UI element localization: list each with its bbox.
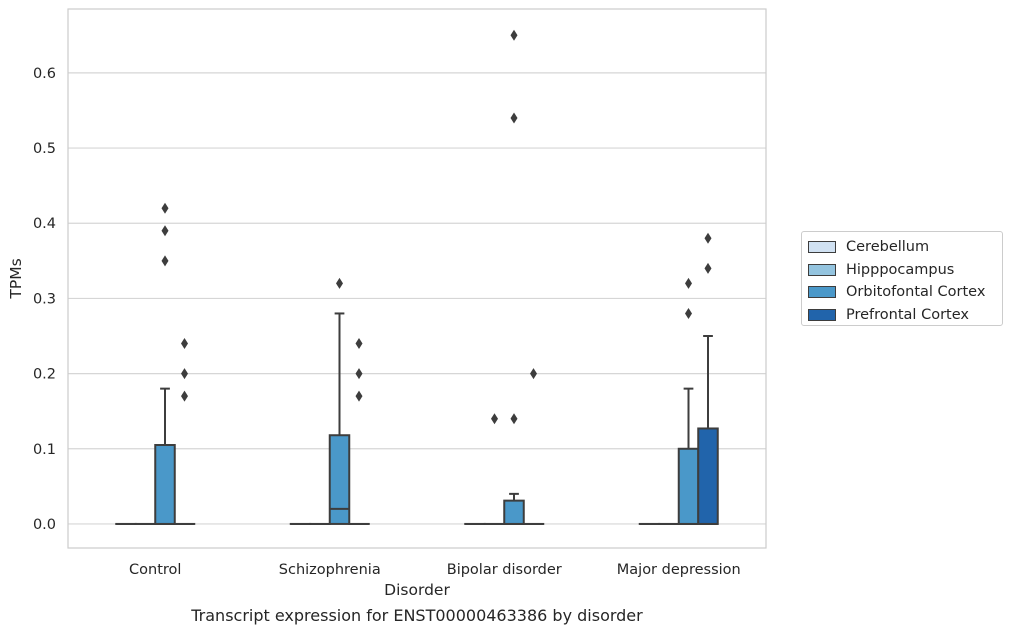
legend-swatch: [808, 241, 836, 254]
box: [328, 434, 351, 525]
box: [677, 447, 700, 525]
legend-swatch: [808, 308, 836, 321]
outlier-point: [510, 29, 518, 41]
x-axis-label: Disorder: [384, 581, 450, 599]
outlier-point: [336, 277, 343, 289]
x-tick-label: Control: [129, 562, 181, 578]
y-tick-label: 0.2: [33, 367, 56, 383]
legend-label: Cerebellum: [846, 239, 930, 256]
box: [503, 499, 525, 525]
y-tick-label: 0.5: [33, 141, 56, 157]
y-tick-label: 0.1: [33, 442, 56, 458]
box: [697, 427, 719, 525]
figure-caption: Transcript expression for ENST0000046338…: [191, 606, 643, 625]
legend-item-orbitofrontal-cortex: Orbitofontal Cortex: [808, 281, 1002, 304]
legend-label: Hipppocampus: [846, 261, 955, 278]
plot-frame: [67, 8, 767, 549]
outlier-point: [704, 262, 712, 274]
outlier-point: [491, 413, 498, 425]
outlier-point: [355, 390, 363, 402]
outlier-point: [181, 390, 188, 402]
outlier-point: [161, 255, 169, 267]
outlier-point: [510, 413, 518, 425]
x-tick-label: Major depression: [617, 562, 741, 578]
legend-swatch: [808, 286, 836, 299]
outlier-point: [181, 338, 188, 350]
y-tick-label: 0.6: [33, 66, 56, 82]
legend-label: Orbitofontal Cortex: [846, 284, 986, 301]
outlier-point: [530, 368, 537, 380]
y-tick-label: 0.0: [33, 517, 56, 533]
outlier-point: [685, 307, 692, 319]
box: [154, 444, 176, 525]
legend-item-cerebellum: Cerebellum: [808, 236, 1002, 259]
x-tick-label: Schizophrenia: [279, 562, 381, 578]
legend-item-prefrontal-cortex: Prefrontal Cortex: [808, 304, 1002, 327]
outlier-point: [355, 368, 363, 380]
legend-item-hippocampus: Hipppocampus: [808, 259, 1002, 282]
outlier-point: [704, 232, 712, 244]
x-tick-label: Bipolar disorder: [447, 562, 562, 578]
outlier-point: [161, 202, 169, 214]
y-axis-label: TPMs: [7, 258, 25, 299]
chart-legend: Cerebellum Hipppocampus Orbitofontal Cor…: [801, 231, 1003, 326]
legend-label: Prefrontal Cortex: [846, 306, 969, 323]
outlier-point: [181, 368, 188, 380]
outlier-point: [161, 225, 169, 237]
legend-swatch: [808, 263, 836, 276]
y-tick-label: 0.3: [33, 291, 56, 307]
outlier-point: [355, 338, 363, 350]
outlier-point: [510, 112, 518, 124]
outlier-point: [685, 277, 692, 289]
y-tick-label: 0.4: [33, 216, 56, 232]
